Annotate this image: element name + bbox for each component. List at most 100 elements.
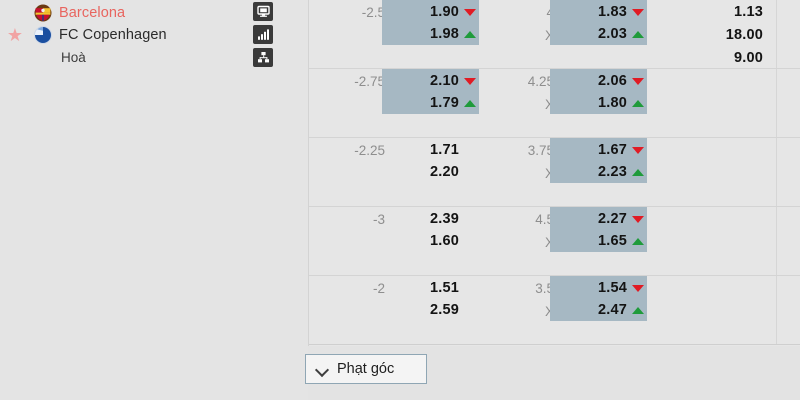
trend-up-icon [464, 28, 476, 40]
odds-selection-bottom[interactable]: 2.59 [430, 299, 476, 321]
odds-value: 1.90 [429, 4, 459, 20]
total-odds-box[interactable]: 2.27 1.65 [550, 207, 647, 252]
home-team-name: Barcelona [59, 5, 126, 21]
column-divider [776, 0, 777, 68]
match-tracker-icon[interactable] [253, 48, 273, 67]
odds-value: 2.03 [597, 26, 627, 42]
total-odds-box[interactable]: 2.06 1.80 [550, 69, 647, 114]
total-over-value: 4.25 [527, 74, 554, 89]
total-odds-box[interactable]: 1.67 2.23 [550, 138, 647, 183]
trend-down-icon [632, 282, 644, 294]
odds-selection-bottom[interactable]: 2.47 [598, 299, 644, 321]
corners-market-toggle[interactable]: Phạt góc [305, 354, 427, 384]
trend-none-icon [464, 213, 476, 225]
odds-value: 2.59 [429, 302, 459, 318]
trend-down-icon [632, 75, 644, 87]
odds-value: 1.98 [429, 26, 459, 42]
total-draw-value: X [545, 235, 554, 250]
odds-selection-bottom[interactable]: 1.79 [430, 92, 476, 114]
match-header-panel: ★ Barcelona [0, 0, 308, 400]
one-x-two-odds-value[interactable]: 1.13 [733, 4, 763, 20]
chevron-down-icon [316, 363, 329, 376]
trend-up-icon [632, 28, 644, 40]
trend-none-icon [464, 144, 476, 156]
odds-selection-bottom[interactable]: 1.80 [598, 92, 644, 114]
trend-down-icon [464, 75, 476, 87]
handicap-value: -3 [372, 212, 385, 227]
odds-selection-top[interactable]: 1.54 [598, 277, 644, 299]
odds-selection-top[interactable]: 2.27 [598, 208, 644, 230]
one-x-two-odds-value[interactable]: 18.00 [725, 27, 763, 43]
corners-market-label: Phạt góc [337, 361, 395, 377]
trend-up-icon [632, 166, 644, 178]
odds-value: 1.79 [429, 95, 459, 111]
total-odds-box[interactable]: 1.83 2.03 [550, 0, 647, 45]
odds-value: 2.39 [429, 211, 459, 227]
away-team-name: FC Copenhagen [59, 27, 167, 43]
odds-selection-bottom[interactable]: 1.65 [598, 230, 644, 252]
odds-value: 2.27 [597, 211, 627, 227]
odds-value: 2.47 [597, 302, 627, 318]
odds-selection-bottom[interactable]: 1.60 [430, 230, 476, 252]
home-team-row[interactable]: Barcelona [0, 2, 125, 24]
total-draw-value: X [545, 304, 554, 319]
favorite-star-icon[interactable]: ★ [6, 25, 24, 45]
odds-value: 1.71 [429, 142, 459, 158]
column-divider [776, 138, 777, 206]
odds-row: -2 1.51 2.59 3.5 X 1.54 2.47 [309, 276, 800, 345]
odds-row: -2.75 2.10 1.79 4.25 X 2.06 1.80 [309, 69, 800, 138]
odds-selection-bottom[interactable]: 2.03 [598, 23, 644, 45]
odds-selection-bottom[interactable]: 2.23 [598, 161, 644, 183]
trend-none-icon [464, 166, 476, 178]
away-team-row[interactable]: FC Copenhagen [0, 24, 167, 46]
handicap-odds-box[interactable]: 2.10 1.79 [382, 69, 479, 114]
one-x-two-odds-value[interactable]: 9.00 [733, 50, 763, 66]
total-draw-value: X [545, 97, 554, 112]
trend-up-icon [632, 235, 644, 247]
odds-value: 1.83 [597, 4, 627, 20]
trend-down-icon [464, 6, 476, 18]
odds-selection-bottom[interactable]: 2.20 [430, 161, 476, 183]
odds-selection-top[interactable]: 2.10 [430, 70, 476, 92]
total-odds-box[interactable]: 1.54 2.47 [550, 276, 647, 321]
statistics-icon[interactable] [253, 25, 273, 44]
handicap-value: -2.75 [354, 74, 385, 89]
odds-value: 1.80 [597, 95, 627, 111]
odds-selection-top[interactable]: 1.83 [598, 1, 644, 23]
odds-selection-top[interactable]: 2.39 [430, 208, 476, 230]
odds-selection-top[interactable]: 2.06 [598, 70, 644, 92]
barcelona-crest-icon [34, 4, 52, 22]
odds-selection-top[interactable]: 1.51 [430, 277, 476, 299]
column-divider [776, 276, 777, 344]
odds-selection-top[interactable]: 1.67 [598, 139, 644, 161]
column-divider [776, 69, 777, 137]
trend-down-icon [632, 6, 644, 18]
odds-selection-top[interactable]: 1.71 [430, 139, 476, 161]
total-over-value: 4.5 [535, 212, 554, 227]
handicap-odds-box[interactable]: 1.71 2.20 [382, 138, 479, 183]
odds-row: -3 2.39 1.60 4.5 X 2.27 1.65 [309, 207, 800, 276]
handicap-odds-box[interactable]: 1.90 1.98 [382, 0, 479, 45]
trend-none-icon [464, 282, 476, 294]
handicap-odds-box[interactable]: 2.39 1.60 [382, 207, 479, 252]
odds-selection-top[interactable]: 1.90 [430, 1, 476, 23]
odds-value: 1.65 [597, 233, 627, 249]
handicap-value: -2.5 [361, 5, 385, 20]
total-over-value: 3.75 [527, 143, 554, 158]
total-draw-value: X [545, 166, 554, 181]
odds-value: 1.60 [429, 233, 459, 249]
handicap-odds-box[interactable]: 1.51 2.59 [382, 276, 479, 321]
live-stream-icon[interactable] [253, 2, 273, 21]
odds-value: 2.06 [597, 73, 627, 89]
odds-value: 1.51 [429, 280, 459, 296]
draw-label: Hoà [61, 50, 86, 65]
column-divider [776, 207, 777, 275]
odds-row: -2.25 1.71 2.20 3.75 X 1.67 2.23 [309, 138, 800, 207]
total-draw-value: X [545, 28, 554, 43]
odds-value: 2.23 [597, 164, 627, 180]
trend-up-icon [632, 97, 644, 109]
odds-selection-bottom[interactable]: 1.98 [430, 23, 476, 45]
trend-up-icon [464, 97, 476, 109]
